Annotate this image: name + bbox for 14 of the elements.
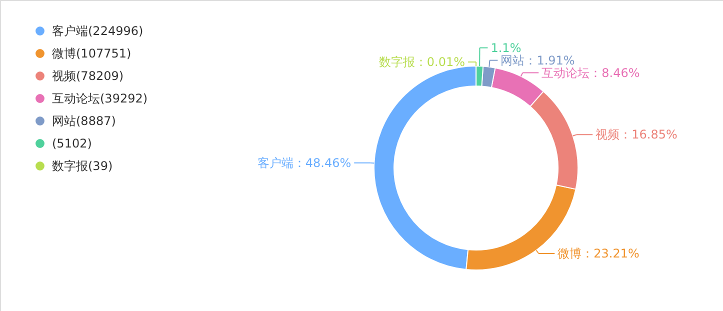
data-label: 视频：16.85% xyxy=(596,128,678,142)
legend-label: 互动论坛(39292) xyxy=(52,92,148,106)
legend-label: (5102) xyxy=(52,136,92,150)
legend-label: 客户端(224996) xyxy=(52,24,144,38)
data-label: 微博：23.21% xyxy=(558,246,640,260)
legend-label: 微博(107751) xyxy=(52,46,132,60)
data-label: 互动论坛：8.46% xyxy=(542,66,640,80)
data-label: 1.1% xyxy=(490,40,522,55)
legend-label: 网站(8887) xyxy=(52,114,116,128)
legend-label: 视频(78209) xyxy=(52,69,124,83)
data-label: 数字报：0.01% xyxy=(378,55,466,69)
data-label: 网站：1.91% xyxy=(500,53,575,68)
legend-label: 数字报(39) xyxy=(52,159,113,173)
data-label: 客户端：48.46% xyxy=(257,156,352,170)
